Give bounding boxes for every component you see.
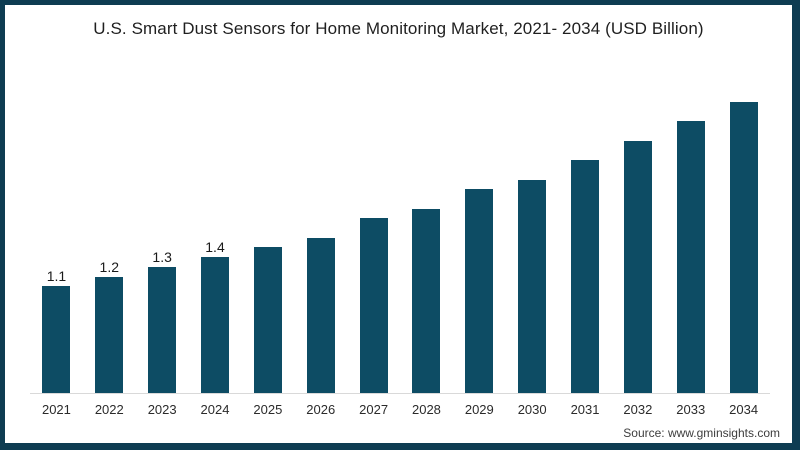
x-tick-label-2026: 2026 (306, 402, 336, 417)
bar-column-2028 (400, 209, 453, 393)
bar-2034 (729, 102, 758, 393)
bar-column-2023: 1.3 (136, 250, 189, 393)
bars: 1.1 1.2 1.3 1.4 (30, 102, 770, 393)
bar-2024 (201, 257, 229, 393)
bar-column-2024: 1.4 (189, 240, 242, 393)
bar-2031 (571, 160, 600, 393)
bar-2033 (676, 121, 705, 393)
bar-2026 (306, 238, 335, 393)
bar-column-2021: 1.1 (30, 269, 83, 393)
bar-data-label-2021: 1.1 (46, 268, 67, 284)
x-tick-label-2023: 2023 (147, 402, 177, 417)
bar-column-2032 (611, 141, 664, 393)
bar-2027 (359, 218, 388, 393)
bar-2032 (623, 141, 652, 393)
bar-column-2029 (453, 189, 506, 393)
bar-column-2030 (506, 180, 559, 393)
x-tick-label-2021: 2021 (41, 402, 71, 417)
x-tick-label-2022: 2022 (94, 402, 124, 417)
x-axis-labels: 2021 2022 2023 2024 2025 2026 2027 2028 2029 2030… (30, 403, 770, 416)
bar-column-2025 (241, 247, 294, 393)
x-tick-label-2025: 2025 (253, 402, 283, 417)
x-tick-label-2034: 2034 (729, 402, 759, 417)
bar-2023 (148, 267, 177, 393)
source-attribution: Source: www.gminsights.com (623, 426, 780, 440)
x-tick-label-2024: 2024 (200, 402, 230, 417)
x-tick-label-2027: 2027 (359, 402, 389, 417)
bar-2029 (465, 189, 494, 393)
chart-title: U.S. Smart Dust Sensors for Home Monitor… (93, 19, 704, 38)
bar-2030 (518, 180, 547, 393)
bar-data-label-2024: 1.4 (205, 239, 225, 255)
bar-column-2027 (347, 218, 400, 393)
bar-column-2022: 1.2 (83, 260, 136, 393)
x-tick-label-2029: 2029 (464, 402, 494, 417)
x-tick-label-2032: 2032 (623, 402, 653, 417)
bar-2021 (42, 286, 71, 393)
bar-2028 (412, 209, 441, 393)
bar-column-2034 (717, 102, 770, 393)
bar-column-2033 (664, 121, 717, 393)
x-axis-line (30, 393, 770, 394)
x-tick-label-2030: 2030 (517, 402, 547, 417)
bar-column-2031 (559, 160, 612, 393)
bar-2022 (95, 277, 124, 393)
bar-data-label-2022: 1.2 (99, 259, 120, 275)
x-tick-label-2033: 2033 (676, 402, 706, 417)
bar-column-2026 (294, 238, 347, 393)
x-tick-label-2031: 2031 (570, 402, 600, 417)
bar-2025 (253, 247, 282, 393)
bar-data-label-2023: 1.3 (152, 249, 172, 265)
x-tick-label-2028: 2028 (411, 402, 441, 417)
